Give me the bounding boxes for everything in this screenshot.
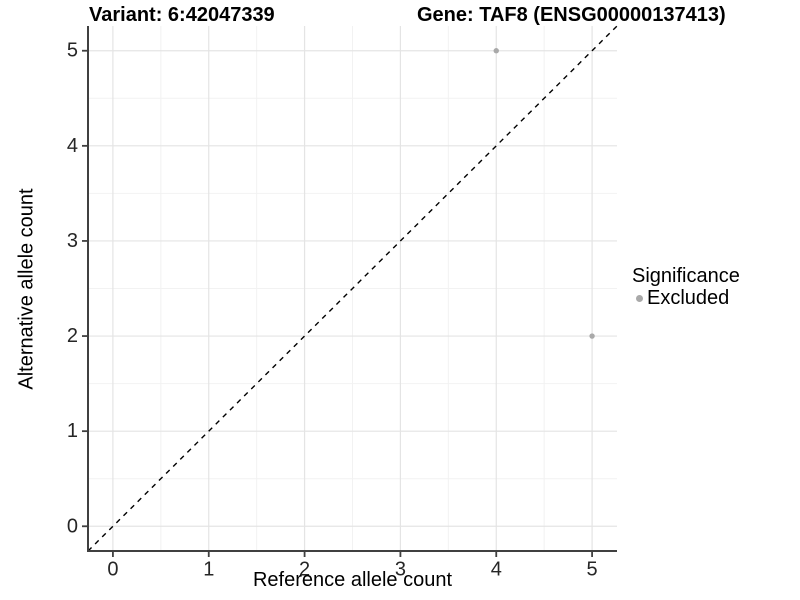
data-point xyxy=(589,333,595,339)
x-tick-label: 5 xyxy=(587,559,598,581)
identity-line xyxy=(87,25,618,552)
y-tick-label: 4 xyxy=(67,135,78,157)
y-tick-label: 0 xyxy=(67,515,78,537)
x-tick-label: 4 xyxy=(491,559,502,581)
x-axis-label: Reference allele count xyxy=(252,569,452,591)
legend-item-label: Excluded xyxy=(647,287,730,309)
y-tick-label: 3 xyxy=(67,230,78,252)
x-tick-label: 3 xyxy=(395,559,406,581)
plot-title-variant: Variant: 6:42047339 xyxy=(89,4,275,26)
x-tick-label: 2 xyxy=(299,559,310,581)
plot-title-gene: Gene: TAF8 (ENSG00000137413) xyxy=(417,4,726,26)
legend-title: Significance xyxy=(632,265,740,287)
x-tick-label: 1 xyxy=(203,559,214,581)
y-tick-label: 2 xyxy=(67,325,78,347)
y-axis-label: Alternative allele count xyxy=(15,188,38,390)
data-point xyxy=(493,48,499,54)
y-tick-label: 5 xyxy=(67,40,78,62)
y-tick-label: 1 xyxy=(67,420,78,442)
legend-item-excluded: Excluded xyxy=(632,287,740,309)
legend-point-icon xyxy=(636,294,643,302)
legend: Significance Excluded xyxy=(632,265,740,309)
x-tick-label: 0 xyxy=(107,559,118,581)
